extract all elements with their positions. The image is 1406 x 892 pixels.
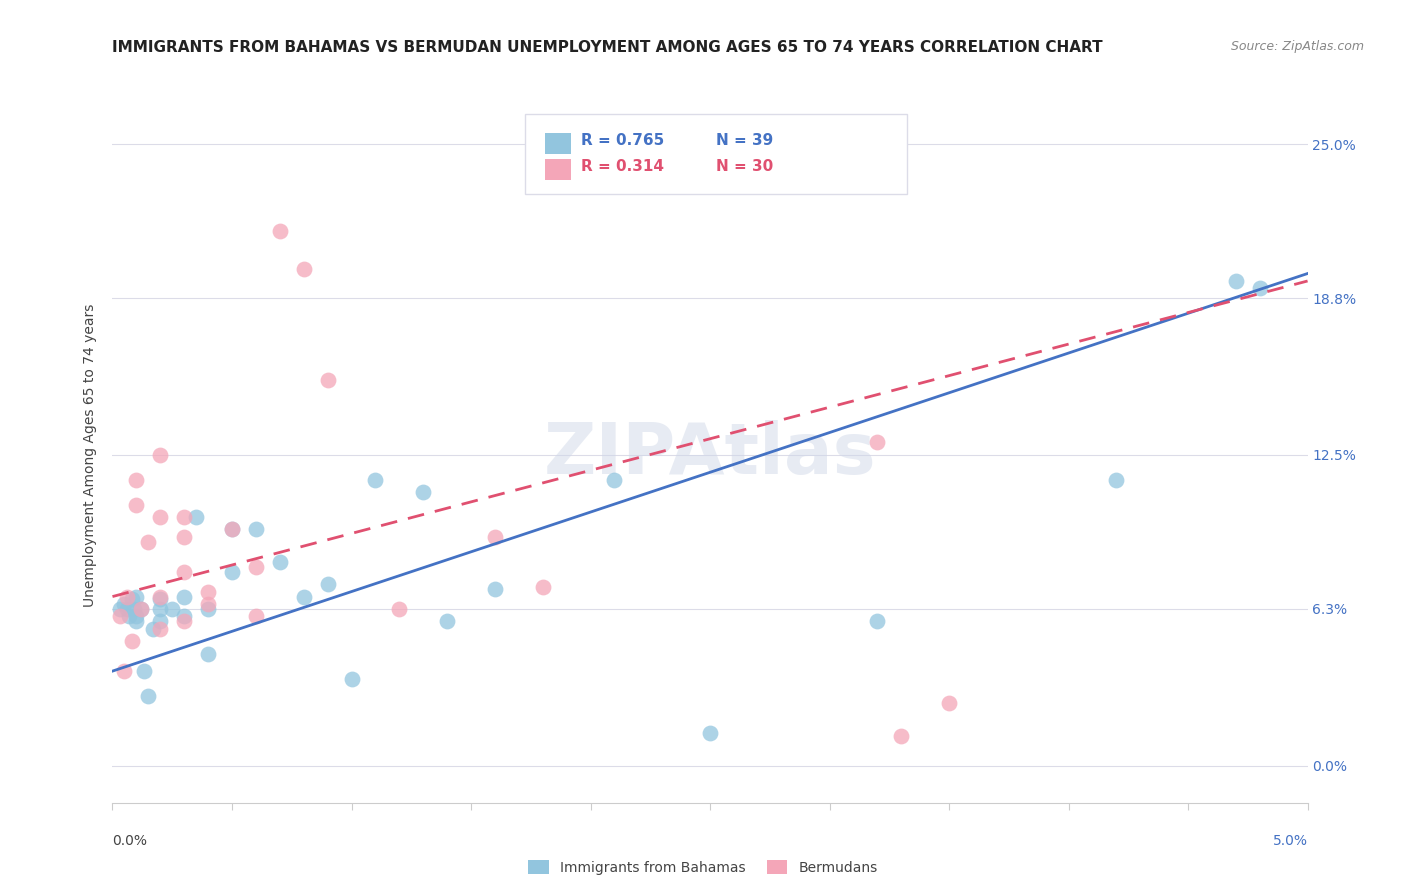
Point	[114, 664, 135, 678]
Point	[938, 697, 960, 711]
Point	[316, 373, 339, 387]
Point	[121, 634, 143, 648]
Point	[149, 592, 172, 607]
Point	[364, 473, 387, 487]
Point	[484, 530, 506, 544]
Point	[245, 523, 267, 537]
Point	[162, 602, 183, 616]
Point	[221, 523, 243, 537]
Point	[115, 602, 138, 616]
Point	[108, 609, 131, 624]
Point	[125, 498, 148, 512]
Point	[129, 602, 152, 616]
Point	[173, 590, 195, 604]
Point	[866, 435, 889, 450]
Text: R = 0.314: R = 0.314	[581, 159, 664, 174]
Point	[115, 590, 138, 604]
Point	[245, 609, 267, 624]
Point	[125, 590, 148, 604]
Text: 0.0%: 0.0%	[112, 834, 148, 848]
Point	[221, 523, 243, 537]
Point	[142, 622, 165, 636]
Point	[125, 609, 148, 624]
Point	[118, 609, 141, 624]
Point	[412, 485, 434, 500]
Point	[221, 565, 243, 579]
Text: ZIPAtlas: ZIPAtlas	[544, 420, 876, 490]
Point	[173, 615, 195, 629]
Point	[316, 577, 339, 591]
Point	[125, 615, 148, 629]
Point	[173, 530, 195, 544]
Point	[149, 448, 172, 462]
Point	[866, 615, 889, 629]
Point	[699, 726, 721, 740]
FancyBboxPatch shape	[546, 134, 571, 154]
Point	[197, 584, 219, 599]
Text: N = 39: N = 39	[716, 133, 773, 148]
Text: IMMIGRANTS FROM BAHAMAS VS BERMUDAN UNEMPLOYMENT AMONG AGES 65 TO 74 YEARS CORRE: IMMIGRANTS FROM BAHAMAS VS BERMUDAN UNEM…	[112, 40, 1104, 55]
Text: 5.0%: 5.0%	[1272, 834, 1308, 848]
Point	[1249, 281, 1271, 295]
Point	[197, 597, 219, 611]
Point	[173, 609, 195, 624]
Text: N = 30: N = 30	[716, 159, 773, 174]
Point	[388, 602, 411, 616]
Point	[436, 615, 458, 629]
Point	[125, 473, 148, 487]
Point	[292, 590, 315, 604]
Point	[531, 580, 554, 594]
Point	[197, 602, 219, 616]
Point	[129, 602, 152, 616]
Point	[108, 602, 131, 616]
Point	[245, 559, 267, 574]
Point	[340, 672, 363, 686]
Text: R = 0.765: R = 0.765	[581, 133, 664, 148]
Point	[197, 647, 219, 661]
Point	[114, 597, 135, 611]
Point	[186, 510, 208, 524]
Point	[603, 473, 626, 487]
Y-axis label: Unemployment Among Ages 65 to 74 years: Unemployment Among Ages 65 to 74 years	[83, 303, 97, 607]
Point	[173, 510, 195, 524]
Point	[1105, 473, 1128, 487]
Point	[269, 555, 291, 569]
Point	[138, 689, 160, 703]
Point	[122, 602, 145, 616]
Point	[149, 615, 172, 629]
Point	[149, 602, 172, 616]
Legend: Immigrants from Bahamas, Bermudans: Immigrants from Bahamas, Bermudans	[523, 855, 883, 880]
Point	[138, 534, 160, 549]
Point	[149, 510, 172, 524]
Point	[173, 565, 195, 579]
Text: Source: ZipAtlas.com: Source: ZipAtlas.com	[1230, 40, 1364, 54]
Point	[890, 729, 912, 743]
Point	[1225, 274, 1247, 288]
Point	[132, 664, 155, 678]
Point	[121, 592, 143, 607]
Point	[269, 224, 291, 238]
Point	[149, 622, 172, 636]
Point	[484, 582, 506, 596]
FancyBboxPatch shape	[546, 159, 571, 180]
FancyBboxPatch shape	[524, 114, 907, 194]
Point	[292, 261, 315, 276]
Point	[149, 590, 172, 604]
